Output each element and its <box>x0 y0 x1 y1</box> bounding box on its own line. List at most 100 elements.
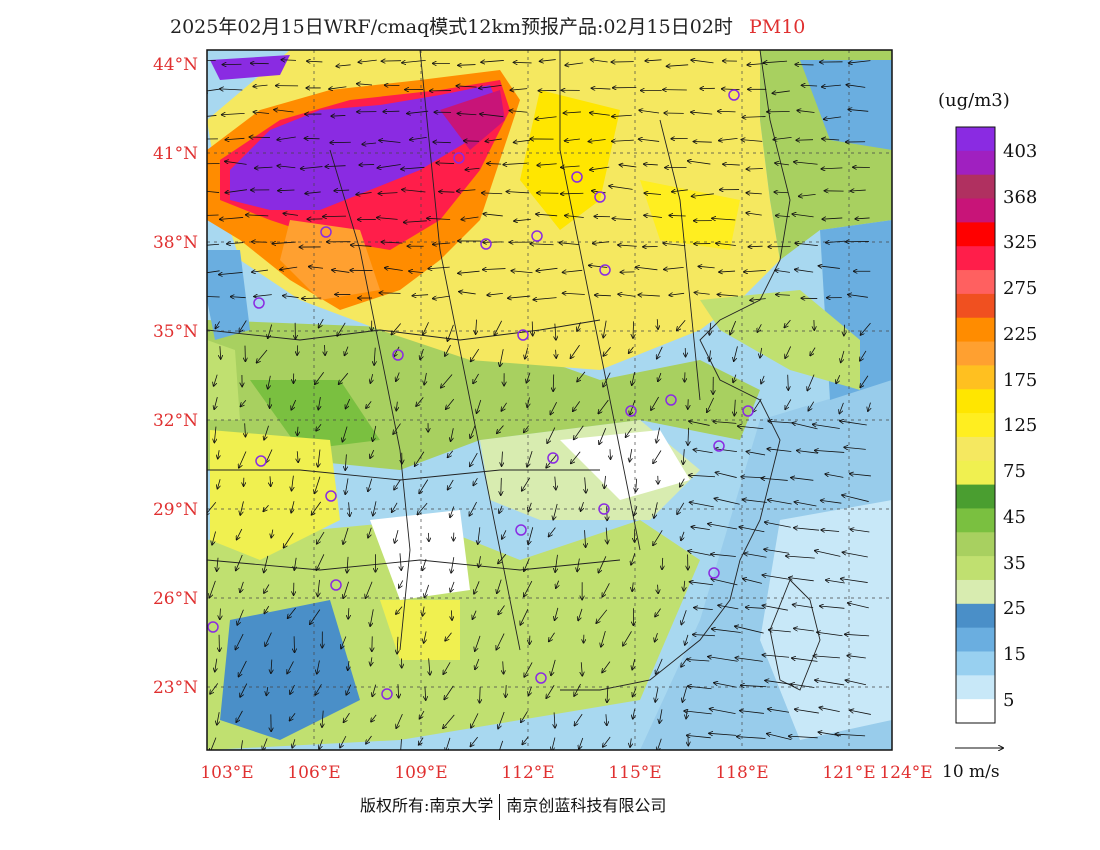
wind-arrow <box>278 190 295 191</box>
wind-arrow <box>712 629 741 633</box>
wind-arrow <box>433 296 450 298</box>
wind-arrow <box>252 270 268 272</box>
wind-arrow <box>555 607 559 620</box>
wind-arrow <box>266 687 267 695</box>
wind-arrow <box>689 421 710 426</box>
colorbar-swatch <box>956 579 995 605</box>
wind-arrow <box>225 189 248 193</box>
lat-label: 44°N <box>152 55 198 75</box>
wind-arrow <box>735 658 763 662</box>
wind-arrow <box>508 296 531 298</box>
wind-arrow <box>255 167 273 168</box>
wind-arrow <box>549 632 555 642</box>
wind-arrow <box>589 265 608 267</box>
wind-arrow <box>263 738 268 750</box>
wind-arrow <box>848 294 868 298</box>
wind-arrow <box>762 605 788 611</box>
wind-arrow <box>501 402 507 411</box>
wind-arrow <box>718 111 736 112</box>
colorbar-label: 125 <box>1003 415 1038 436</box>
wind-arrow <box>522 736 529 745</box>
wind-arrow <box>370 374 372 383</box>
wind-arrow <box>506 191 530 192</box>
wind-arrow <box>524 580 533 596</box>
wind-arrow <box>645 60 662 61</box>
wind-arrow <box>527 397 529 407</box>
wind-arrow <box>344 712 350 722</box>
lat-label: 35°N <box>152 322 198 342</box>
colorbar-label: 5 <box>1003 690 1015 711</box>
wind-arrow <box>239 320 247 331</box>
wind-arrow <box>768 500 792 505</box>
wind-arrow <box>793 605 814 608</box>
wind-arrow <box>391 323 402 334</box>
wind-arrow <box>379 293 401 294</box>
wind-arrow <box>433 142 451 143</box>
wind-arrow <box>483 214 503 216</box>
wind-arrow <box>556 349 557 358</box>
wind-arrow <box>394 346 400 357</box>
wind-arrow <box>810 347 816 356</box>
wind-arrow <box>526 372 531 383</box>
wind-arrow <box>598 399 609 413</box>
wind-arrow <box>813 656 840 658</box>
wind-arrow <box>365 581 373 599</box>
wind-arrow <box>511 271 533 273</box>
wind-arrow <box>848 603 869 609</box>
wind-arrow <box>603 320 607 338</box>
lat-label: 41°N <box>152 144 198 164</box>
wind-arrow <box>708 524 738 530</box>
wind-arrow <box>397 636 398 654</box>
wind-arrow <box>612 218 632 219</box>
wind-arrow <box>528 686 531 695</box>
wind-arrow <box>794 162 818 164</box>
colorbar <box>956 127 995 724</box>
wind-arrow <box>419 737 424 745</box>
wind-arrow <box>753 398 762 412</box>
wind-arrow <box>498 711 505 729</box>
wind-arrow <box>822 85 841 87</box>
wind-arrow <box>775 270 790 272</box>
wind-arrow <box>207 243 220 246</box>
wind-arrow <box>373 425 377 441</box>
colorbar-swatch <box>956 317 995 343</box>
wind-arrow <box>824 117 842 119</box>
wind-arrow <box>741 140 763 142</box>
wind-arrow <box>215 321 220 328</box>
wind-arrow <box>253 85 268 86</box>
wind-arrow <box>501 477 502 495</box>
wind-arrow <box>677 319 686 330</box>
wind-arrow <box>277 136 296 140</box>
lat-label: 38°N <box>152 233 198 253</box>
wind-arrow <box>768 709 790 713</box>
wind-arrow <box>458 65 476 66</box>
wind-arrow <box>841 579 868 583</box>
lon-label: 118°E <box>715 763 769 783</box>
wind-arrow <box>357 84 373 85</box>
wind-arrow <box>785 346 792 358</box>
wind-arrow <box>634 506 638 516</box>
wind-arrow <box>292 475 294 491</box>
colorbar-unit: (ug/m3) <box>938 90 1010 111</box>
wind-arrow <box>844 324 845 336</box>
wind-arrow <box>514 140 531 142</box>
wind-arrow <box>655 608 661 617</box>
wind-arrow <box>718 605 739 610</box>
wind-arrow <box>246 215 269 216</box>
wind-arrow <box>708 657 738 662</box>
wind-arrow <box>537 164 557 166</box>
colorbar-label: 225 <box>1003 324 1038 345</box>
wind-arrow <box>630 448 632 462</box>
wind-arrow <box>340 735 347 748</box>
wind-arrow <box>761 375 764 384</box>
wind-arrow <box>401 167 425 169</box>
wind-vectors <box>207 60 871 750</box>
colorbar-label: 275 <box>1003 278 1038 299</box>
wind-arrow <box>264 605 270 613</box>
wind-arrow <box>469 501 477 516</box>
wind-arrow <box>808 401 815 411</box>
wind-arrow <box>860 375 869 388</box>
wind-arrow <box>240 683 248 697</box>
wind-arrow <box>681 610 687 624</box>
